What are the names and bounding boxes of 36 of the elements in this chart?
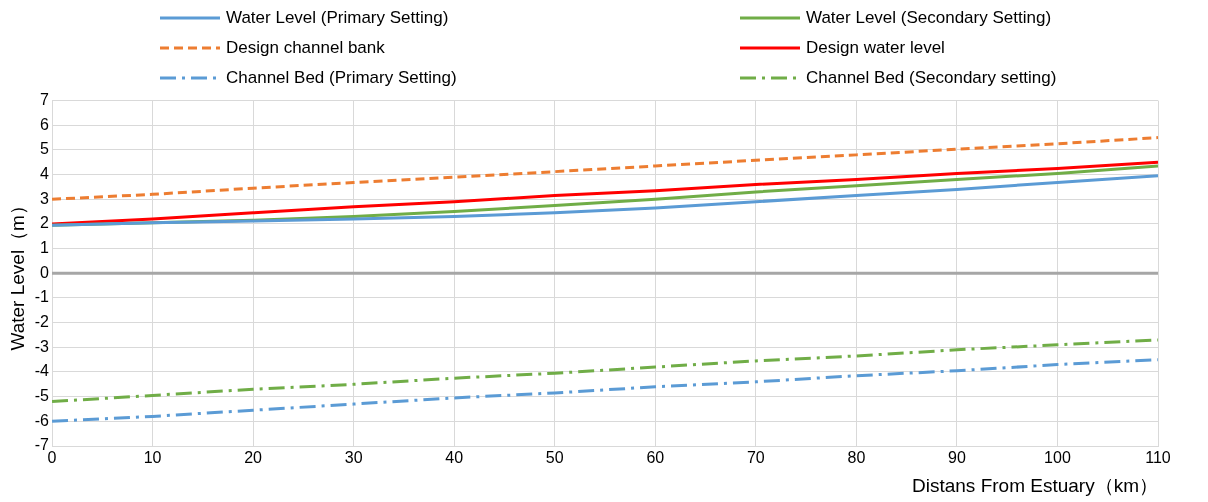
legend-label: Water Level (Secondary Setting) [806, 8, 1052, 28]
x-tick-label: 50 [545, 449, 564, 467]
line-series [52, 358, 1158, 423]
y-tick-label: -1 [34, 288, 50, 306]
x-tick-label: 90 [948, 449, 966, 467]
y-tick-label: 5 [40, 140, 50, 158]
x-tick-label: 30 [344, 449, 363, 467]
y-tick-label: 1 [40, 239, 50, 257]
x-tick-label: 80 [847, 449, 866, 467]
y-tick-label: 3 [40, 189, 50, 207]
legend-label: Water Level (Primary Setting) [226, 8, 449, 28]
y-tick-label: 2 [40, 214, 50, 232]
x-tick-label: 10 [143, 449, 162, 467]
x-tick-label: 110 [1145, 449, 1171, 467]
x-tick-label: 100 [1044, 449, 1071, 467]
x-tick-label: 40 [445, 449, 464, 467]
legend-label: Channel Bed (Secondary setting) [806, 68, 1057, 88]
x-tick-label: 60 [646, 449, 665, 467]
x-axis-title: Distans From Estuary（km） [912, 474, 1158, 496]
y-axis-title: Water Level（m） [6, 196, 28, 351]
y-tick-label: -4 [34, 362, 50, 380]
line-series [52, 136, 1158, 201]
y-tick-label: -2 [34, 313, 50, 331]
legend-label: Design channel bank [226, 38, 385, 58]
line-series [52, 338, 1158, 404]
y-tick-label: -6 [34, 411, 50, 429]
y-tick-label: 7 [40, 91, 50, 109]
y-tick-label: -3 [34, 337, 50, 355]
x-tick-label: 70 [746, 449, 765, 467]
y-tick-label: -5 [34, 387, 50, 405]
x-tick-label: 20 [244, 449, 263, 467]
legend-label: Design water level [806, 38, 945, 58]
y-tick-label: 6 [40, 115, 50, 133]
legend-label: Channel Bed (Primary Setting) [226, 68, 457, 88]
y-tick-label: 4 [40, 165, 50, 183]
y-tick-label: 0 [40, 263, 50, 281]
